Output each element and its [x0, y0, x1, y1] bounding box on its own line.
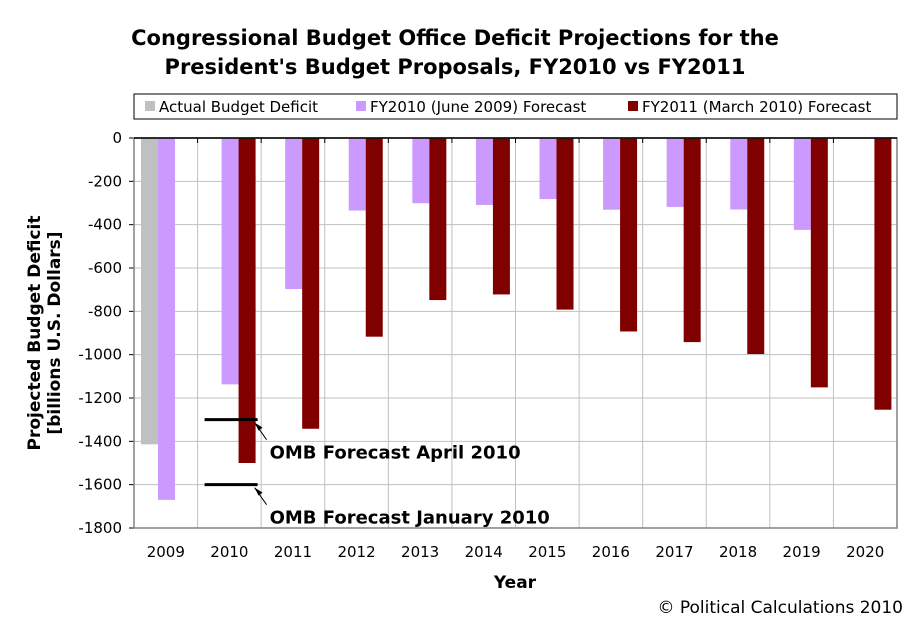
y-axis-label-line-1: Projected Budget Deficit [25, 216, 45, 451]
y-tick-label: -600 [88, 259, 122, 277]
y-tick-label: -800 [88, 302, 122, 320]
bar-2012-series-1 [348, 138, 366, 211]
bar-2019-series-1 [793, 138, 811, 230]
arrow-head-icon [254, 422, 263, 431]
x-tick-label: 2009 [147, 543, 185, 561]
y-tick-label: -1400 [78, 432, 122, 450]
legend-swatch [356, 101, 366, 111]
bar-2015-series-1 [539, 138, 557, 200]
bar-2009-series-1 [158, 138, 175, 500]
y-tick-label: -1800 [78, 519, 122, 537]
legend-box [133, 93, 898, 120]
annotation-label: OMB Forecast April 2010 [270, 443, 521, 464]
bar-2009-series-0 [141, 138, 158, 445]
x-axis-label: Year [493, 573, 537, 593]
bar-2014-series-2 [492, 138, 510, 295]
y-tick-label: -200 [88, 172, 122, 190]
bar-2010-series-2 [238, 138, 256, 463]
x-tick-label: 2011 [274, 543, 312, 561]
x-tick-label: 2013 [401, 543, 439, 561]
bar-2015-series-2 [556, 138, 574, 310]
bar-2016-series-1 [603, 138, 621, 210]
bar-2017-series-2 [683, 138, 701, 343]
bar-2014-series-1 [475, 138, 493, 205]
copyright: © Political Calculations 2010 [657, 598, 903, 618]
y-tick-label: -400 [88, 216, 122, 234]
bar-2018-series-2 [747, 138, 765, 355]
chart-title-line-1: Congressional Budget Office Deficit Proj… [131, 26, 779, 50]
legend-label: Actual Budget Deficit [159, 98, 318, 116]
legend-swatch [628, 101, 638, 111]
x-tick-label: 2020 [846, 543, 884, 561]
bar-2011-series-2 [302, 138, 320, 429]
bars [141, 138, 892, 500]
x-tick-label: 2010 [210, 543, 248, 561]
legend-label: FY2010 (June 2009) Forecast [370, 98, 586, 116]
bar-2013-series-2 [429, 138, 447, 301]
legend: Actual Budget Deficit FY2010 (June 2009) … [133, 93, 898, 120]
bar-2017-series-1 [666, 138, 684, 207]
y-axis-label-line-2: [billions U.S. Dollars] [45, 231, 65, 434]
y-tick-label: -1600 [78, 476, 122, 494]
arrow-head-icon [254, 487, 263, 496]
x-tick-label: 2017 [655, 543, 693, 561]
y-tick-label: -1000 [78, 346, 122, 364]
legend-label: FY2011 (March 2010) Forecast [642, 98, 871, 116]
chart-title-line-2: President's Budget Proposals, FY2010 vs … [165, 55, 746, 79]
bar-2012-series-2 [365, 138, 383, 337]
annotation-label: OMB Forecast January 2010 [270, 508, 550, 529]
bar-2016-series-2 [620, 138, 638, 332]
y-tick-label: 0 [112, 129, 122, 147]
legend-swatch [145, 101, 155, 111]
bar-2013-series-1 [412, 138, 430, 204]
x-tick-label: 2015 [528, 543, 566, 561]
y-tick-label: -1200 [78, 389, 122, 407]
bar-2020-series-2 [874, 138, 892, 410]
bar-2018-series-1 [730, 138, 748, 210]
bar-2019-series-2 [810, 138, 828, 388]
axes: 0 -200 -400 -600 -800 -1000 -1200 -1400 -1600 -18… [78, 129, 898, 561]
x-tick-label: 2012 [337, 543, 375, 561]
x-tick-label: 2016 [592, 543, 630, 561]
x-tick-label: 2014 [465, 543, 503, 561]
bar-2010-series-1 [221, 138, 239, 385]
annotations: OMB Forecast April 2010 OMB Forecast Janu… [204, 418, 550, 529]
bar-2011-series-1 [285, 138, 303, 290]
x-tick-label: 2019 [783, 543, 821, 561]
x-tick-label: 2018 [719, 543, 757, 561]
